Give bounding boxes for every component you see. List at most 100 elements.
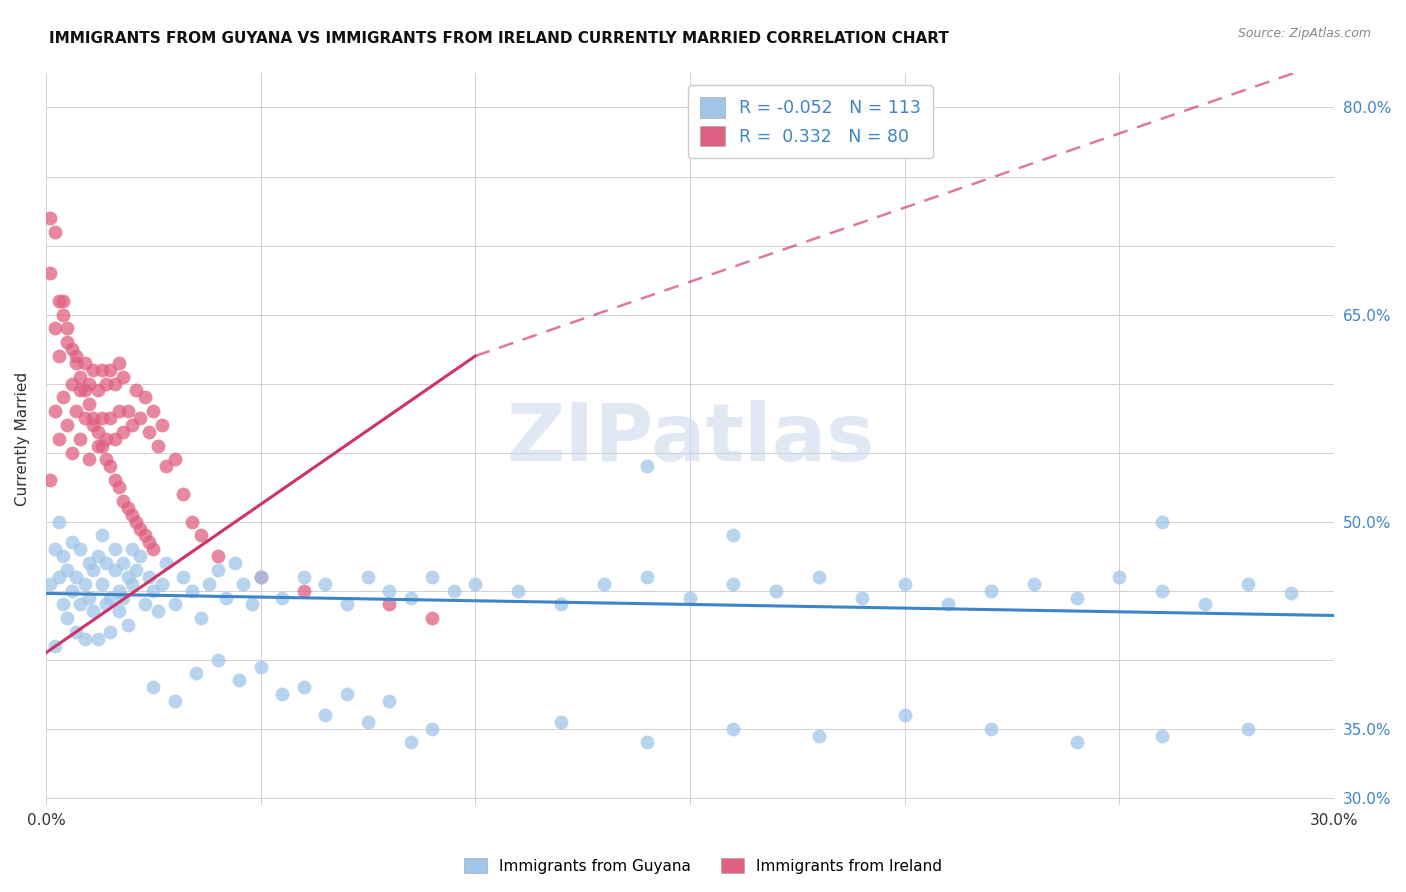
Point [86,549,108,563]
Point [100,591,122,605]
Point [292,680,315,694]
Point [44,639,66,653]
Point [44,225,66,239]
Point [181,583,204,598]
Point [894,707,917,722]
Point [77,591,100,605]
Point [125,384,148,398]
Point [104,563,127,577]
Point [765,583,787,598]
Point [44,404,66,418]
Point [56,321,79,335]
Point [121,508,143,522]
Point [228,673,250,688]
Point [146,439,169,453]
Point [82,563,104,577]
Point [86,425,108,439]
Point [1194,598,1216,612]
Text: ZIPatlas: ZIPatlas [506,400,875,478]
Point [60,376,83,391]
Point [215,591,238,605]
Point [155,556,177,570]
Point [117,570,139,584]
Point [52,293,75,308]
Point [636,459,658,474]
Point [125,563,148,577]
Point [82,604,104,618]
Point [48,349,70,363]
Point [134,390,156,404]
Point [77,452,100,467]
Point [138,535,160,549]
Point [94,556,117,570]
Point [60,445,83,459]
Point [90,363,112,377]
Point [39,473,62,487]
Point [980,722,1002,736]
Point [94,376,117,391]
Point [104,432,127,446]
Point [39,211,62,225]
Point [52,390,75,404]
Point [1152,515,1174,529]
Point [48,515,70,529]
Point [65,356,87,370]
Point [52,549,75,563]
Point [48,293,70,308]
Point [108,356,131,370]
Point [146,604,169,618]
Point [112,494,135,508]
Point [73,384,96,398]
Point [52,598,75,612]
Point [90,411,112,425]
Point [104,473,127,487]
Point [129,522,152,536]
Point [1022,576,1045,591]
Point [100,363,122,377]
Point [90,576,112,591]
Point [117,618,139,632]
Point [39,266,62,280]
Point [77,556,100,570]
Point [142,542,165,557]
Point [721,576,744,591]
Point [69,384,91,398]
Point [249,659,271,673]
Point [851,591,873,605]
Point [94,432,117,446]
Point [112,556,135,570]
Point [134,598,156,612]
Point [224,556,246,570]
Point [249,570,271,584]
Point [550,714,572,729]
Point [190,528,212,542]
Text: IMMIGRANTS FROM GUYANA VS IMMIGRANTS FROM IRELAND CURRENTLY MARRIED CORRELATION : IMMIGRANTS FROM GUYANA VS IMMIGRANTS FRO… [49,31,949,46]
Point [163,452,186,467]
Point [314,576,336,591]
Point [65,570,87,584]
Point [443,583,465,598]
Point [550,598,572,612]
Point [186,666,208,681]
Point [142,404,165,418]
Point [108,604,131,618]
Point [422,722,444,736]
Point [73,356,96,370]
Point [198,576,221,591]
Point [335,687,357,701]
Point [56,335,79,350]
Point [163,694,186,708]
Point [69,432,91,446]
Point [232,576,254,591]
Point [271,687,294,701]
Point [190,611,212,625]
Point [271,591,294,605]
Point [593,576,616,591]
Point [48,432,70,446]
Point [314,707,336,722]
Point [112,425,135,439]
Point [121,542,143,557]
Point [90,528,112,542]
Point [69,542,91,557]
Point [142,680,165,694]
